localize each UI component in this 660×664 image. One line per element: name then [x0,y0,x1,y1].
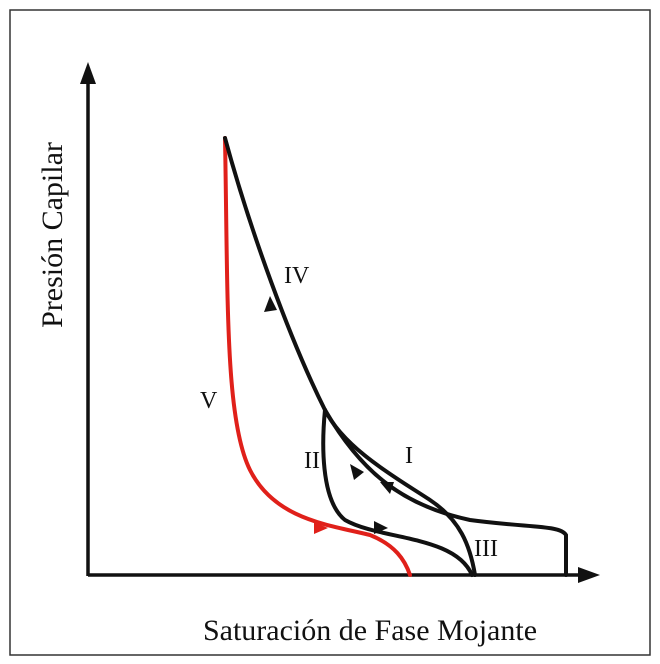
y-arrow [80,62,96,84]
curve-label: II [304,448,320,474]
arrowhead [374,521,388,534]
curve-ii [321,408,474,577]
x-arrow [578,567,600,583]
arrowheads [264,296,394,534]
arrowhead [380,482,394,494]
curve-iii [323,408,477,577]
y-axis-label: Presión Capilar [36,142,69,328]
frame [9,9,651,656]
curve-label: V [200,388,218,414]
arrowhead [314,522,328,534]
curves [223,136,568,577]
axes [86,80,590,577]
curve-iv-i [223,136,568,577]
curve-label: III [474,536,498,562]
arrowhead [350,464,364,480]
x-axis-label: Saturación de Fase Mojante [203,614,537,647]
curve-label: IV [284,263,310,289]
curve-v [223,136,412,577]
arrowhead [264,296,277,312]
curve-label: I [405,443,413,469]
